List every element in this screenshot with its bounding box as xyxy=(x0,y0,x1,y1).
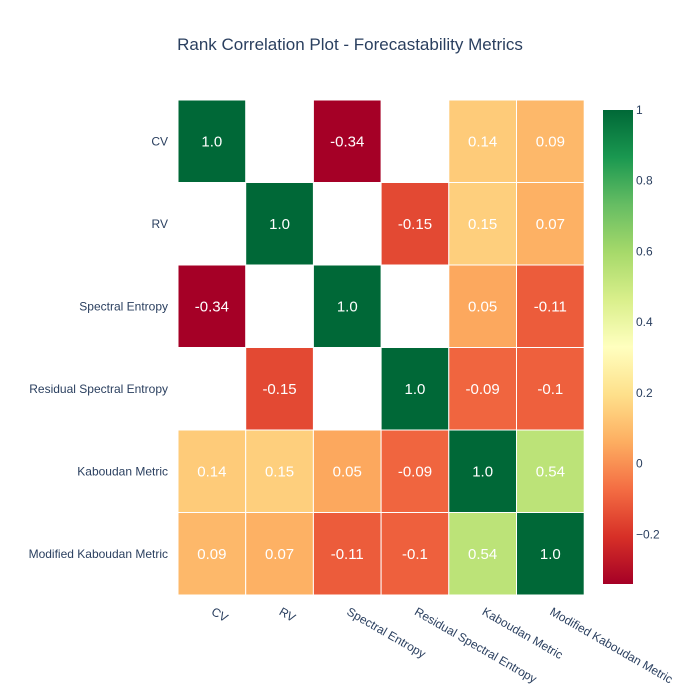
y-tick-label: Modified Kaboudan Metric xyxy=(29,547,168,561)
cell-value-label: 0.54 xyxy=(536,463,565,480)
colorbar-tick-labels: 1 0.8 0.6 0.4 0.2 0 −0.2 xyxy=(636,103,660,541)
heatmap-cell xyxy=(312,429,382,513)
x-tick-label: RV xyxy=(277,604,298,624)
colorbar-tick-label: 0.6 xyxy=(636,244,653,258)
y-axis-tick-labels: CV RV Spectral Entropy Residual Spectral En… xyxy=(29,134,168,561)
heatmap-cell xyxy=(516,99,585,183)
cell-value-label: 0.09 xyxy=(197,546,226,563)
colorbar-tick-label: 0.8 xyxy=(636,174,653,188)
cell-value-label: -0.34 xyxy=(330,133,364,150)
heatmap-cell xyxy=(516,347,585,431)
cell-value-label: -0.09 xyxy=(398,463,432,480)
colorbar-tick-label: 0.4 xyxy=(636,315,653,329)
colorbar-tick-label: −0.2 xyxy=(636,527,660,541)
cell-value-label: 1.0 xyxy=(540,546,561,563)
cell-value-label: 0.14 xyxy=(197,463,226,480)
colorbar: 1 0.8 0.6 0.4 0.2 0 −0.2 xyxy=(603,103,660,584)
y-tick-label: Kaboudan Metric xyxy=(77,464,168,478)
cell-value-label: -0.34 xyxy=(195,298,229,315)
cell-value-label: 0.54 xyxy=(468,546,497,563)
heatmap-cell xyxy=(448,512,517,596)
cell-value-label: 1.0 xyxy=(201,133,222,150)
heatmap-cell xyxy=(448,99,517,183)
heatmap-cell xyxy=(312,264,382,348)
cell-value-label: -0.15 xyxy=(262,381,296,398)
heatmap-cell xyxy=(312,512,382,596)
y-tick-label: Residual Spectral Entropy xyxy=(29,382,168,396)
x-tick-label: Modified Kaboudan Metric xyxy=(548,604,676,686)
cell-value-label: 0.05 xyxy=(333,463,362,480)
heatmap-cell xyxy=(245,347,314,431)
cell-value-label: -0.1 xyxy=(402,546,428,563)
cell-value-label: -0.15 xyxy=(398,216,432,233)
cell-value-label: -0.09 xyxy=(466,381,500,398)
cell-value-label: 1.0 xyxy=(472,463,493,480)
cell-value-label: 0.15 xyxy=(265,463,294,480)
colorbar-gradient xyxy=(603,110,633,584)
cell-value-label: -0.11 xyxy=(534,298,567,315)
y-tick-label: Spectral Entropy xyxy=(79,299,168,313)
heatmap-cell xyxy=(448,429,517,513)
heatmap-cell xyxy=(245,182,314,266)
cell-value-label: 1.0 xyxy=(405,381,426,398)
cell-value-label: 1.0 xyxy=(337,298,358,315)
heatmap-cell xyxy=(380,429,450,513)
heatmap-cell xyxy=(516,182,585,266)
heatmap-cell xyxy=(312,99,382,183)
colorbar-tick-label: 1 xyxy=(636,103,643,117)
cell-value-label: 0.09 xyxy=(536,133,565,150)
heatmap-cell xyxy=(380,182,450,266)
cell-value-label: 0.15 xyxy=(468,216,497,233)
x-tick-label: Residual Spectral Entropy xyxy=(412,604,539,685)
heatmap-cells: 1.0 -0.34 0.14 0.09 1.0 -0.15 0.15 0.07 -0.34 1.0… xyxy=(177,99,585,596)
chart-title: Rank Correlation Plot - Forecastability … xyxy=(177,35,523,54)
colorbar-tick-label: 0.2 xyxy=(636,386,653,400)
x-tick-label: CV xyxy=(209,604,230,624)
cell-value-label: 0.07 xyxy=(265,546,294,563)
heatmap-cell xyxy=(380,347,450,431)
heatmap-cell xyxy=(177,264,247,348)
cell-value-label: 0.14 xyxy=(468,133,497,150)
y-tick-label: RV xyxy=(152,217,168,231)
y-tick-label: CV xyxy=(151,134,168,148)
cell-value-label: -0.1 xyxy=(537,381,563,398)
cell-value-label: -0.11 xyxy=(331,546,364,563)
heatmap-cell xyxy=(177,99,247,183)
heatmap-cell xyxy=(516,264,585,348)
heatmap-cell xyxy=(177,429,247,513)
heatmap-cell xyxy=(516,429,585,513)
cell-value-label: 1.0 xyxy=(269,216,290,233)
cell-value-label: 0.07 xyxy=(536,216,565,233)
heatmap-cell xyxy=(516,512,585,596)
heatmap-cell xyxy=(177,512,247,596)
cell-value-label: 0.05 xyxy=(468,298,497,315)
heatmap-cell xyxy=(245,429,314,513)
colorbar-tick-label: 0 xyxy=(636,457,643,471)
